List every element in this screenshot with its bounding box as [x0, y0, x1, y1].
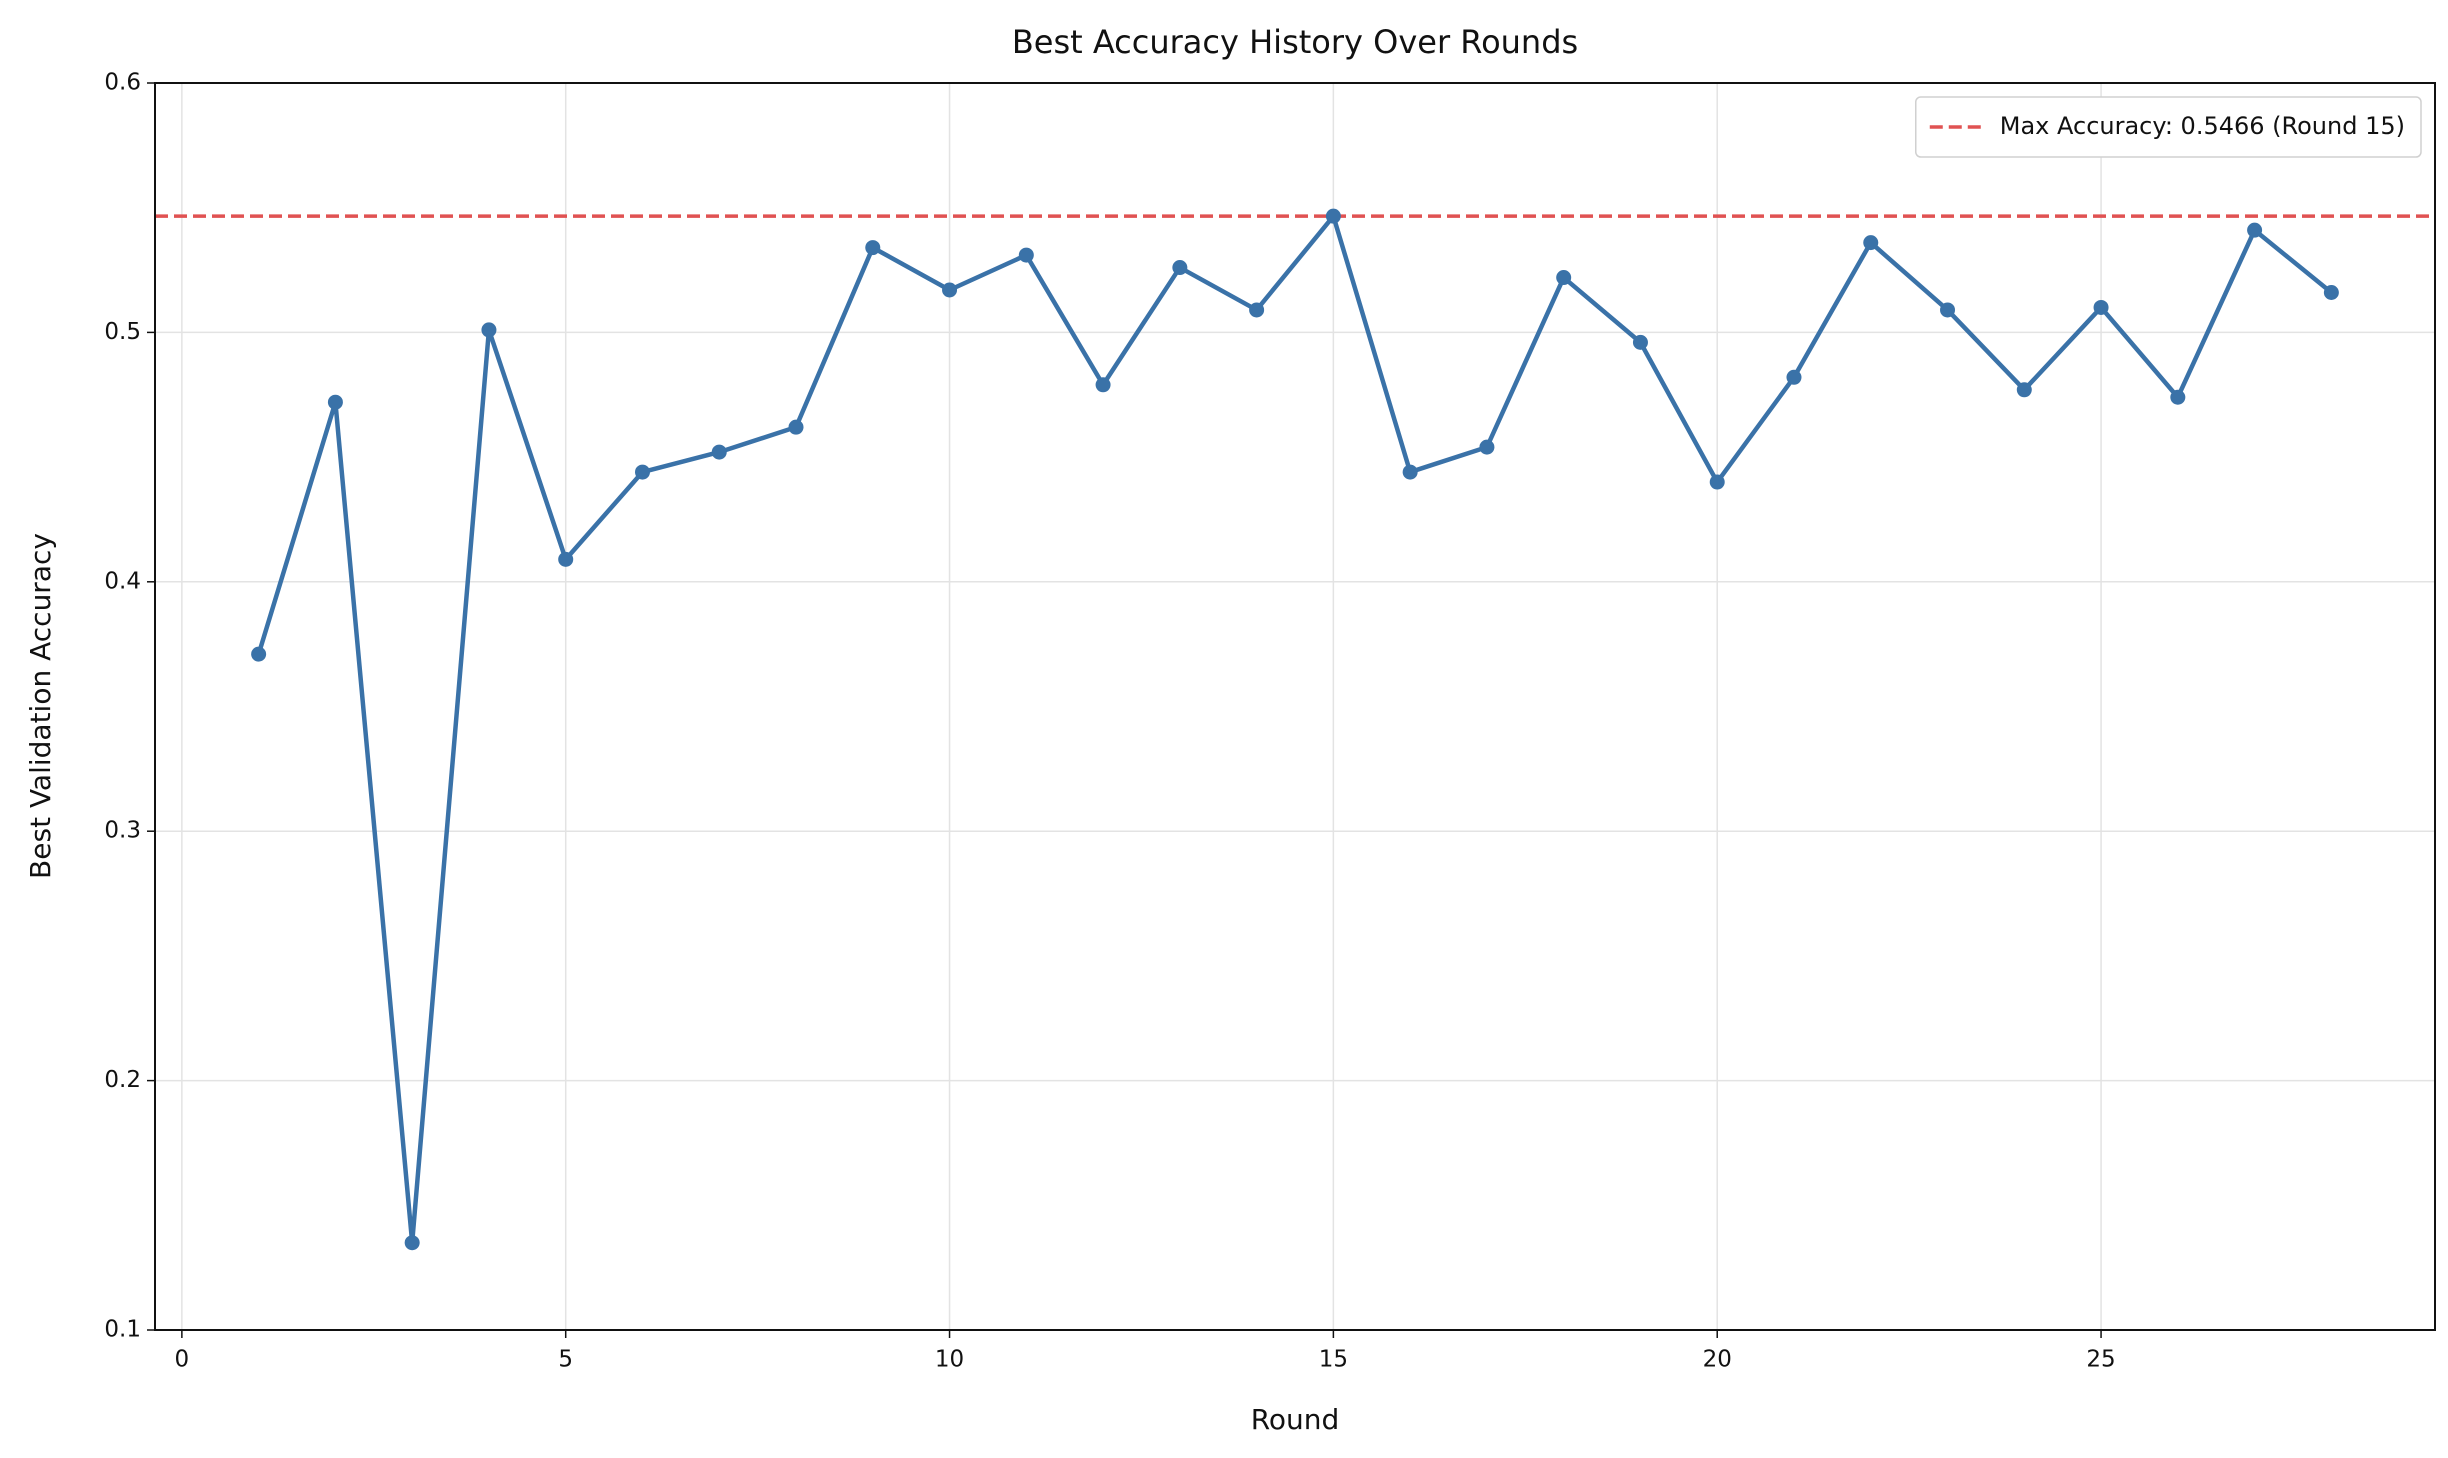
chart-title: Best Accuracy History Over Rounds	[1012, 23, 1578, 61]
x-tick-label: 10	[935, 1347, 964, 1373]
data-point	[942, 282, 958, 298]
data-point	[327, 394, 343, 410]
legend-label: Max Accuracy: 0.5466 (Round 15)	[2000, 112, 2405, 140]
x-tick-label: 25	[2086, 1347, 2115, 1373]
x-tick-label: 15	[1319, 1347, 1348, 1373]
y-axis-label: Best Validation Accuracy	[24, 533, 57, 879]
series-line	[256, 213, 2333, 1245]
data-point	[1863, 235, 1879, 251]
y-tick-label: 0.6	[104, 70, 141, 96]
plot-frame	[154, 82, 2436, 1331]
data-point	[2323, 284, 2339, 300]
data-point	[2016, 382, 2032, 398]
data-point	[1940, 302, 1956, 318]
data-point	[404, 1235, 420, 1251]
data-point	[2170, 389, 2186, 405]
y-tick-label: 0.4	[104, 568, 141, 594]
data-point	[251, 646, 267, 662]
x-tick-label: 20	[1703, 1347, 1732, 1373]
data-point	[1095, 377, 1111, 393]
y-tick-label: 0.2	[104, 1067, 141, 1093]
data-point	[1632, 334, 1648, 350]
x-tick-label: 0	[175, 1347, 190, 1373]
data-point	[2093, 299, 2109, 315]
data-point	[1249, 302, 1265, 318]
y-tick-label: 0.1	[104, 1317, 141, 1343]
data-point	[1479, 439, 1495, 455]
data-point	[865, 240, 881, 256]
legend-box	[1915, 96, 2422, 158]
y-tick-label: 0.5	[104, 319, 141, 345]
data-point	[481, 322, 497, 338]
data-point	[634, 464, 650, 480]
y-tick-label: 0.3	[104, 818, 141, 844]
data-point	[558, 551, 574, 567]
data-point	[1018, 247, 1034, 263]
data-point	[1402, 464, 1418, 480]
x-tick-label: 5	[558, 1347, 573, 1373]
data-point	[1172, 260, 1188, 276]
data-point	[711, 444, 727, 460]
data-point	[2247, 222, 2263, 238]
data-point	[1786, 369, 1802, 385]
data-point	[788, 419, 804, 435]
x-axis-label: Round	[1251, 1403, 1340, 1436]
data-point	[1709, 474, 1725, 490]
data-point	[1325, 208, 1341, 224]
data-point	[1556, 270, 1572, 286]
